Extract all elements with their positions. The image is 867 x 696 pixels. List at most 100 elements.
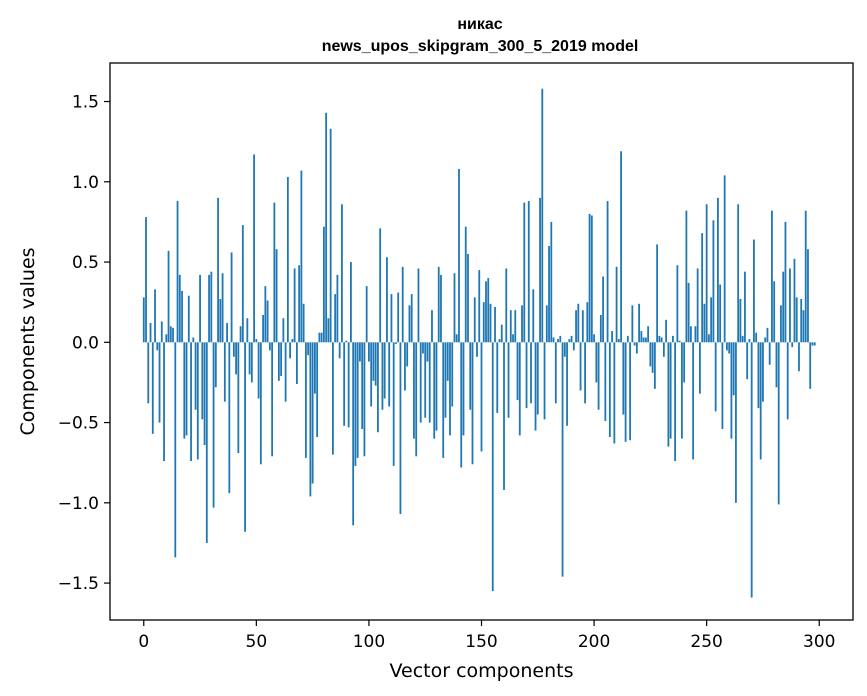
bar-136 <box>449 342 451 436</box>
bar-229 <box>658 335 661 343</box>
bar-9 <box>163 342 165 462</box>
bar-184 <box>557 339 559 343</box>
bar-52 <box>259 342 262 465</box>
bar-232 <box>665 319 668 343</box>
bar-1 <box>145 217 147 343</box>
bar-68 <box>295 342 298 385</box>
bar-168 <box>521 305 523 343</box>
bar-105 <box>379 228 382 343</box>
chart-title: никас <box>457 16 502 33</box>
bar-243 <box>689 326 692 343</box>
bar-24 <box>196 342 199 460</box>
bar-212 <box>620 151 622 343</box>
bar-161 <box>505 268 508 343</box>
bar-120 <box>413 342 415 439</box>
bar-231 <box>662 342 665 357</box>
bar-128 <box>431 310 433 343</box>
bar-216 <box>629 342 631 441</box>
bar-115 <box>401 266 404 343</box>
bar-142 <box>462 342 465 436</box>
bar-253 <box>712 220 715 343</box>
bar-106 <box>381 342 384 410</box>
bar-40 <box>232 342 235 357</box>
bar-192 <box>575 310 577 343</box>
bar-245 <box>694 326 697 343</box>
bar-244 <box>692 342 695 460</box>
bar-67 <box>293 268 296 343</box>
bar-202 <box>597 342 600 410</box>
bar-145 <box>469 342 472 410</box>
bar-228 <box>656 244 659 343</box>
bar-208 <box>611 331 613 343</box>
bar-265 <box>739 298 742 343</box>
bar-74 <box>309 342 312 497</box>
bar-139 <box>455 334 458 343</box>
bar-213 <box>622 342 625 415</box>
bar-126 <box>426 342 429 362</box>
bar-60 <box>277 342 280 381</box>
bar-270 <box>750 342 753 598</box>
bar-206 <box>606 201 609 343</box>
bar-96 <box>359 342 361 362</box>
bar-64 <box>286 176 289 343</box>
bar-259 <box>726 342 728 351</box>
bar-129 <box>433 342 436 439</box>
bar-185 <box>559 335 562 343</box>
bar-227 <box>653 342 656 389</box>
bar-104 <box>377 342 379 433</box>
bar-34 <box>219 298 222 343</box>
bar-78 <box>318 332 321 343</box>
bar-62 <box>282 318 285 343</box>
bar-294 <box>804 210 807 343</box>
bar-95 <box>356 342 359 458</box>
bar-69 <box>298 265 301 343</box>
bar-278 <box>768 342 771 365</box>
bar-155 <box>491 342 494 592</box>
bar-3 <box>149 323 152 343</box>
bar-61 <box>280 342 283 377</box>
bar-178 <box>543 342 546 420</box>
bar-286 <box>786 342 789 420</box>
bar-30 <box>210 271 213 343</box>
bar-56 <box>268 342 271 351</box>
bar-103 <box>374 342 377 386</box>
y-tick-label: 1.5 <box>72 93 99 113</box>
bar-88 <box>341 204 343 343</box>
bar-71 <box>302 303 305 343</box>
bar-47 <box>248 342 251 375</box>
bar-25 <box>199 274 201 343</box>
bar-141 <box>460 342 463 468</box>
bar-17 <box>181 290 183 343</box>
bar-276 <box>764 337 767 343</box>
bar-222 <box>642 337 645 343</box>
bar-59 <box>275 249 278 343</box>
bar-35 <box>221 273 224 343</box>
x-tick-label: 250 <box>690 632 722 652</box>
bar-109 <box>388 342 391 407</box>
bar-190 <box>570 335 573 343</box>
bar-86 <box>336 274 339 343</box>
bar-165 <box>514 310 517 343</box>
bar-114 <box>399 342 402 515</box>
bar-28 <box>205 342 208 543</box>
bar-135 <box>446 342 449 381</box>
bar-10 <box>165 334 168 343</box>
bar-183 <box>554 342 557 404</box>
bar-268 <box>746 342 749 380</box>
x-tick-label: 50 <box>246 632 268 652</box>
bar-73 <box>307 342 310 356</box>
bar-264 <box>737 204 740 343</box>
bar-251 <box>708 334 710 343</box>
bar-169 <box>523 202 526 343</box>
bar-38 <box>228 342 231 494</box>
bar-series <box>142 88 816 598</box>
bar-111 <box>392 342 395 466</box>
bar-57 <box>271 342 274 457</box>
bar-55 <box>266 300 269 343</box>
bar-156 <box>494 306 496 343</box>
bar-218 <box>633 342 636 346</box>
bar-207 <box>608 342 611 438</box>
bar-233 <box>667 342 670 447</box>
bar-75 <box>311 342 314 484</box>
bar-65 <box>289 342 292 359</box>
